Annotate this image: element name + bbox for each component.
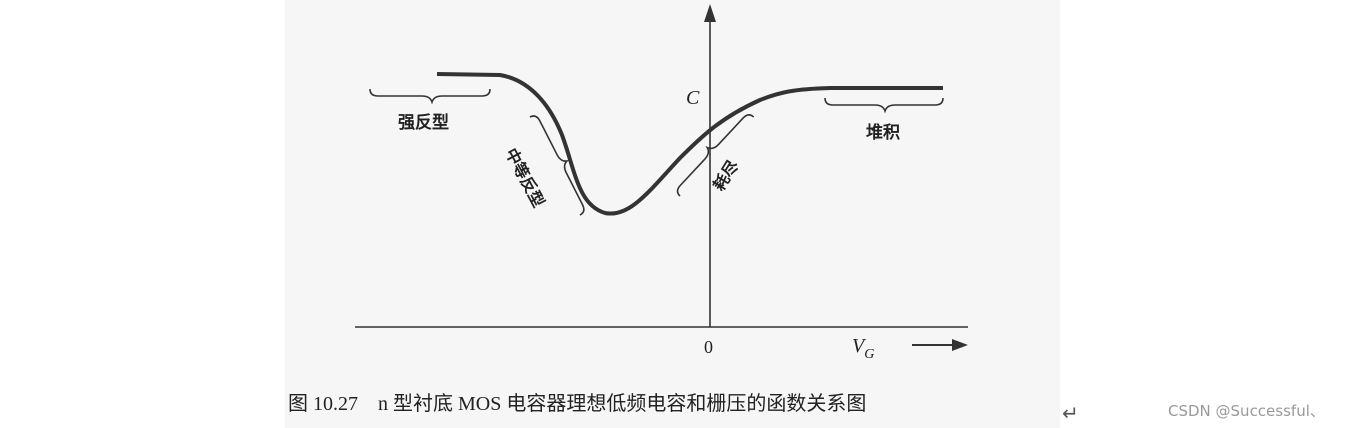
scan-background — [285, 0, 1060, 428]
origin-label: 0 — [704, 337, 713, 357]
x-axis-label-main: V — [852, 335, 867, 357]
brace-depletion — [676, 114, 755, 197]
caption: 图 10.27 n 型衬底 MOS 电容器理想低频电容和栅压的函数关系图 — [288, 392, 866, 415]
region-label: 强反型 — [398, 112, 449, 133]
y-axis-arrow — [704, 4, 716, 22]
watermark: CSDN @Successful、 — [1168, 402, 1325, 420]
vg-arrow-head — [952, 339, 968, 351]
brace-path — [676, 114, 755, 197]
capacitance-curve — [436, 72, 943, 216]
brace-strong-inversion — [369, 88, 491, 105]
region-label: 堆积 — [866, 122, 900, 143]
brace-path — [529, 115, 585, 216]
y-axis-label: C — [686, 87, 700, 109]
brace-accumulation — [824, 97, 944, 114]
x-axis-label-sub: G — [864, 347, 874, 362]
brace-moderate-inversion — [529, 115, 585, 216]
paragraph-mark: ↵ — [1062, 401, 1079, 425]
x-axis-label: VG — [852, 335, 874, 362]
